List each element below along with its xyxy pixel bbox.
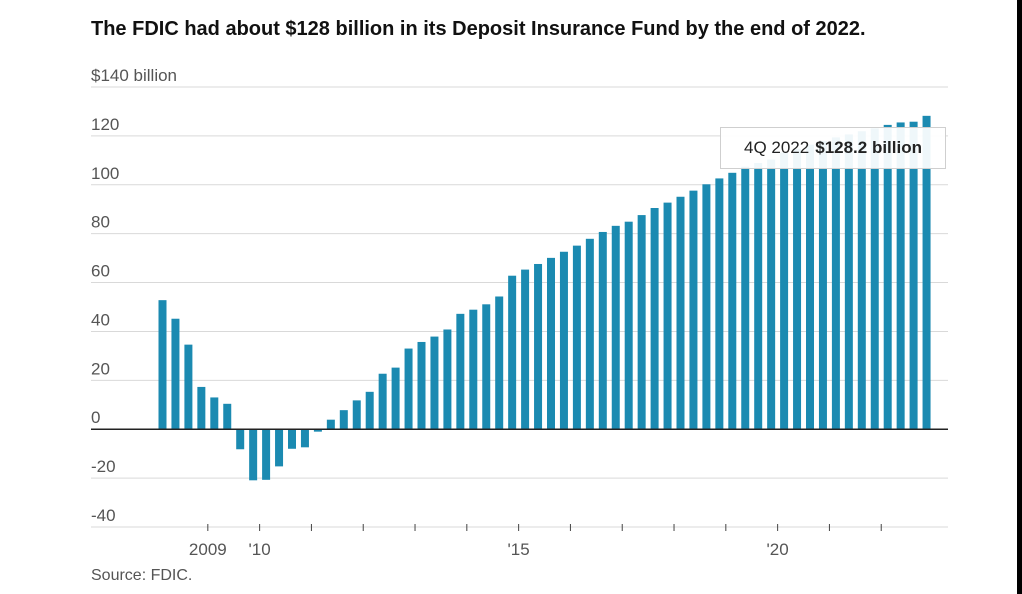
bar xyxy=(637,215,646,430)
x-tick-label: 2009 xyxy=(189,540,227,559)
y-tick-label: 80 xyxy=(91,213,110,232)
bar xyxy=(417,341,426,430)
bar xyxy=(521,269,530,430)
bar xyxy=(495,296,504,430)
bar xyxy=(249,429,258,481)
bar xyxy=(547,257,555,430)
bar xyxy=(352,400,361,430)
bar xyxy=(430,336,439,430)
right-edge-border xyxy=(1017,0,1022,594)
bar xyxy=(780,152,789,430)
bar xyxy=(702,184,711,430)
bar xyxy=(391,367,400,430)
bar xyxy=(870,128,879,430)
bar xyxy=(365,391,374,430)
bar xyxy=(806,144,814,430)
bar xyxy=(184,344,193,430)
y-tick-label: 20 xyxy=(91,359,110,378)
x-tick-label: '20 xyxy=(767,540,789,559)
bar xyxy=(288,429,296,449)
callout-quarter: 4Q 2022 xyxy=(744,138,810,157)
bar xyxy=(534,263,543,430)
bar xyxy=(793,148,802,430)
bar xyxy=(572,245,581,430)
bar xyxy=(818,141,827,430)
bar xyxy=(909,121,918,430)
bar xyxy=(741,166,750,430)
bar xyxy=(326,419,335,430)
callout-value: $128.2 billion xyxy=(815,138,922,157)
bar xyxy=(611,225,620,430)
bar xyxy=(508,275,517,430)
bar xyxy=(650,208,659,430)
y-tick-label: -20 xyxy=(91,457,116,476)
bar xyxy=(754,163,763,430)
chart-title: The FDIC had about $128 billion in its D… xyxy=(91,18,866,40)
bar xyxy=(313,429,322,432)
y-tick-label: 40 xyxy=(91,310,110,329)
bar xyxy=(197,386,206,430)
bar xyxy=(922,115,931,430)
bar xyxy=(767,159,776,430)
bar xyxy=(689,190,698,430)
bar xyxy=(585,238,594,430)
latest-value-callout: 4Q 2022 $128.2 billion xyxy=(720,127,946,169)
bar xyxy=(715,178,724,430)
bar xyxy=(223,403,232,430)
bar xyxy=(624,221,633,430)
x-tick-label: '15 xyxy=(508,540,530,559)
y-tick-label: 120 xyxy=(91,115,119,134)
bar xyxy=(378,373,387,430)
bar xyxy=(728,172,737,430)
x-axis: 2009 '10 '15 '20 xyxy=(189,524,882,559)
y-tick-label: 0 xyxy=(91,408,100,427)
bar xyxy=(598,231,607,430)
x-tick-label: '10 xyxy=(249,540,271,559)
bar xyxy=(896,122,905,430)
bar xyxy=(469,309,478,430)
y-axis-labels: $140 billion 120 100 80 60 40 20 0 -20 -40 xyxy=(91,66,177,525)
bar xyxy=(404,348,413,430)
bar xyxy=(275,429,284,467)
source-note: Source: FDIC. xyxy=(91,567,193,584)
bar xyxy=(857,131,866,430)
bar xyxy=(831,137,840,430)
bar xyxy=(171,318,180,430)
bar xyxy=(210,397,219,430)
bar xyxy=(339,410,348,430)
bars xyxy=(158,115,931,481)
bar xyxy=(482,304,491,430)
bar xyxy=(456,313,465,430)
y-tick-label: 100 xyxy=(91,164,119,183)
bar xyxy=(559,251,568,430)
bar xyxy=(443,329,452,430)
bar xyxy=(236,429,245,450)
bar xyxy=(844,134,853,430)
bar xyxy=(663,202,672,430)
y-tick-label: $140 billion xyxy=(91,66,177,85)
bar xyxy=(883,124,892,430)
y-tick-label: -40 xyxy=(91,506,116,525)
bar xyxy=(158,300,167,430)
bar xyxy=(300,429,309,448)
gridlines xyxy=(91,86,948,528)
bar xyxy=(676,196,685,430)
bar xyxy=(262,429,271,480)
y-tick-label: 60 xyxy=(91,262,110,281)
